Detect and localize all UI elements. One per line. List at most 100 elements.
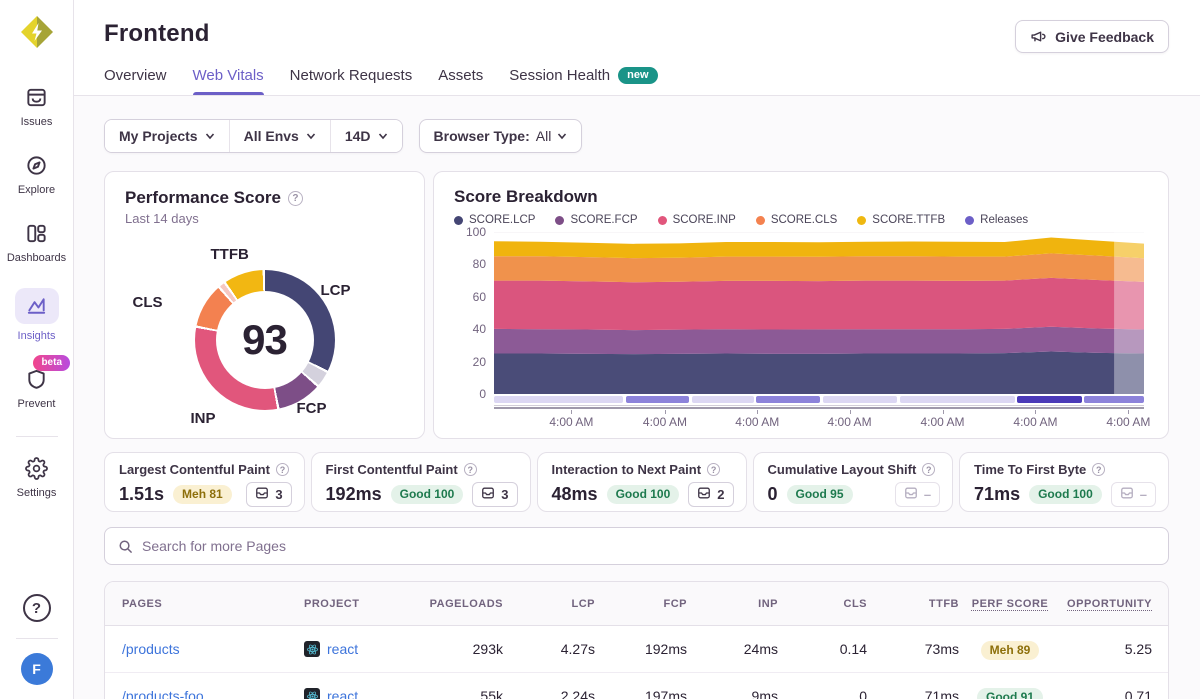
- related-issues-button[interactable]: 3: [472, 482, 518, 507]
- legend-dot-icon: [555, 215, 565, 225]
- sidebar-item-prevent[interactable]: beta Prevent: [0, 355, 73, 410]
- performance-score-donut: 93 LCP FCP INP CLS TTFB: [133, 246, 351, 427]
- legend-item-releases[interactable]: Releases: [965, 214, 1028, 226]
- search-input[interactable]: [142, 538, 1155, 554]
- perf-score-cell: Meh 89: [959, 641, 1061, 660]
- donut-label-fcp: FCP: [296, 400, 327, 417]
- filter-label: My Projects: [119, 128, 198, 144]
- issues-count: –: [923, 487, 932, 502]
- column-header-lcp[interactable]: LCP: [571, 597, 595, 610]
- metric-card-2: Interaction to Next Paint? 48ms Good 100 2: [536, 452, 747, 512]
- browser-type-filter[interactable]: Browser Type: All: [418, 119, 583, 153]
- release-segment[interactable]: [755, 396, 820, 403]
- x-axis: [494, 405, 1144, 414]
- settings-icon: [24, 455, 50, 481]
- help-tooltip-icon[interactable]: ?: [1092, 463, 1106, 476]
- metric-title-text: Interaction to Next Paint: [551, 462, 702, 477]
- column-header-fcp[interactable]: FCP: [663, 597, 687, 610]
- help-tooltip-icon[interactable]: ?: [922, 463, 936, 476]
- release-segment[interactable]: [692, 396, 754, 403]
- page-filter-group: My Projects All Envs 14D: [104, 119, 403, 153]
- sidebar-item-label: Issues: [20, 116, 53, 128]
- release-segment[interactable]: [625, 396, 689, 403]
- legend-item-score-ttfb[interactable]: SCORE.TTFB: [857, 214, 945, 226]
- performance-score-title: Performance Score: [125, 188, 281, 207]
- sidebar: Issues Explore Dashboards Insights beta Preve…: [0, 0, 74, 699]
- legend-item-score-lcp[interactable]: SCORE.LCP: [454, 214, 535, 226]
- legend-item-score-cls[interactable]: SCORE.CLS: [755, 214, 837, 226]
- x-axis-tick: [1035, 410, 1037, 414]
- sentry-logo-icon[interactable]: [19, 14, 55, 50]
- release-segment[interactable]: [494, 396, 623, 403]
- give-feedback-button[interactable]: Give Feedback: [1015, 20, 1169, 53]
- sidebar-item-issues[interactable]: Issues: [0, 84, 73, 128]
- lcp-cell: 4.27s: [560, 641, 595, 657]
- performance-score-subtitle: Last 14 days: [125, 211, 199, 226]
- release-segment[interactable]: [900, 396, 1016, 403]
- legend-label: SCORE.TTFB: [872, 214, 946, 226]
- issues-count: 3: [501, 487, 509, 502]
- column-header-perf-score[interactable]: PERF SCORE: [971, 597, 1049, 610]
- chart-legend: SCORE.LCP SCORE.FCP SCORE.INP SCORE.CLS SCOR…: [454, 214, 1144, 226]
- score-badge: Good 100: [1029, 485, 1102, 504]
- megaphone-icon: [1031, 31, 1046, 42]
- column-header-inp[interactable]: INP: [758, 597, 778, 610]
- donut-label-cls: CLS: [132, 294, 163, 311]
- column-header-pageloads[interactable]: PAGELOADS: [429, 597, 503, 610]
- column-header-cls[interactable]: CLS: [843, 597, 867, 610]
- tab-session-health[interactable]: Session Health new: [509, 67, 658, 95]
- tab-network-requests[interactable]: Network Requests: [290, 67, 413, 95]
- issues-count: –: [1139, 487, 1148, 502]
- tab-web-vitals[interactable]: Web Vitals: [192, 67, 264, 95]
- help-tooltip-icon[interactable]: ?: [275, 463, 289, 476]
- release-segment[interactable]: [1084, 396, 1144, 403]
- project-link[interactable]: react: [327, 641, 359, 657]
- environment-filter[interactable]: All Envs: [229, 120, 331, 152]
- filter-label: All Envs: [243, 128, 299, 144]
- browser-type-label: Browser Type:: [433, 128, 530, 144]
- column-header-project[interactable]: PROJECT: [304, 597, 360, 610]
- help-tooltip-icon[interactable]: ?: [707, 463, 721, 476]
- metric-title-text: Cumulative Layout Shift: [767, 462, 917, 477]
- table-row: /products-foo react 55k 2.24s 197ms 9ms 0 71ms G…: [105, 673, 1168, 699]
- related-issues-button[interactable]: 2: [688, 482, 734, 507]
- ttfb-cell: 73ms: [924, 641, 959, 657]
- search-row: [104, 527, 1169, 565]
- sidebar-item-explore[interactable]: Explore: [0, 152, 73, 196]
- sidebar-item-dashboards[interactable]: Dashboards: [0, 220, 73, 264]
- legend-dot-icon: [657, 215, 667, 225]
- metric-card-4: Time To First Byte? 71ms Good 100 –: [959, 452, 1170, 512]
- beta-badge: beta: [33, 355, 70, 371]
- tab-assets[interactable]: Assets: [438, 67, 483, 95]
- page-link[interactable]: /products: [122, 641, 180, 657]
- x-axis-tick: [942, 410, 944, 414]
- sidebar-item-settings[interactable]: Settings: [0, 455, 73, 499]
- date-range-filter[interactable]: 14D: [330, 120, 402, 152]
- x-axis-label: 4:00 AM: [549, 415, 594, 429]
- help-tooltip-icon[interactable]: ?: [463, 463, 477, 476]
- avatar[interactable]: F: [20, 653, 53, 685]
- help-tooltip-icon[interactable]: ?: [287, 190, 303, 206]
- perf-score-badge: Meh 89: [980, 641, 1040, 660]
- inbox-icon: [697, 486, 711, 503]
- release-segment[interactable]: [1017, 396, 1083, 403]
- legend-dot-icon: [857, 215, 867, 225]
- column-header-opportunity[interactable]: OPPORTUNITY: [1067, 597, 1152, 610]
- project-link[interactable]: react: [327, 688, 359, 699]
- legend-item-score-inp[interactable]: SCORE.INP: [657, 214, 736, 226]
- release-segment[interactable]: [822, 396, 897, 403]
- page-link[interactable]: /products-foo: [122, 688, 204, 699]
- sidebar-item-insights[interactable]: Insights: [0, 288, 73, 342]
- column-header-ttfb[interactable]: TTFB: [928, 597, 959, 610]
- inbox-icon: [1120, 486, 1134, 503]
- performance-score-card: Performance Score ? Last 14 days 93 LCP F…: [104, 171, 425, 439]
- column-header-pages[interactable]: PAGES: [122, 597, 163, 610]
- legend-label: SCORE.FCP: [570, 214, 638, 226]
- help-button[interactable]: ?: [22, 594, 51, 622]
- legend-item-score-fcp[interactable]: SCORE.FCP: [555, 214, 638, 226]
- new-badge: new: [618, 67, 658, 84]
- tab-overview[interactable]: Overview: [104, 67, 167, 95]
- project-filter[interactable]: My Projects: [105, 120, 230, 152]
- related-issues-button[interactable]: 3: [246, 482, 292, 507]
- y-axis-tick: 100: [465, 225, 486, 239]
